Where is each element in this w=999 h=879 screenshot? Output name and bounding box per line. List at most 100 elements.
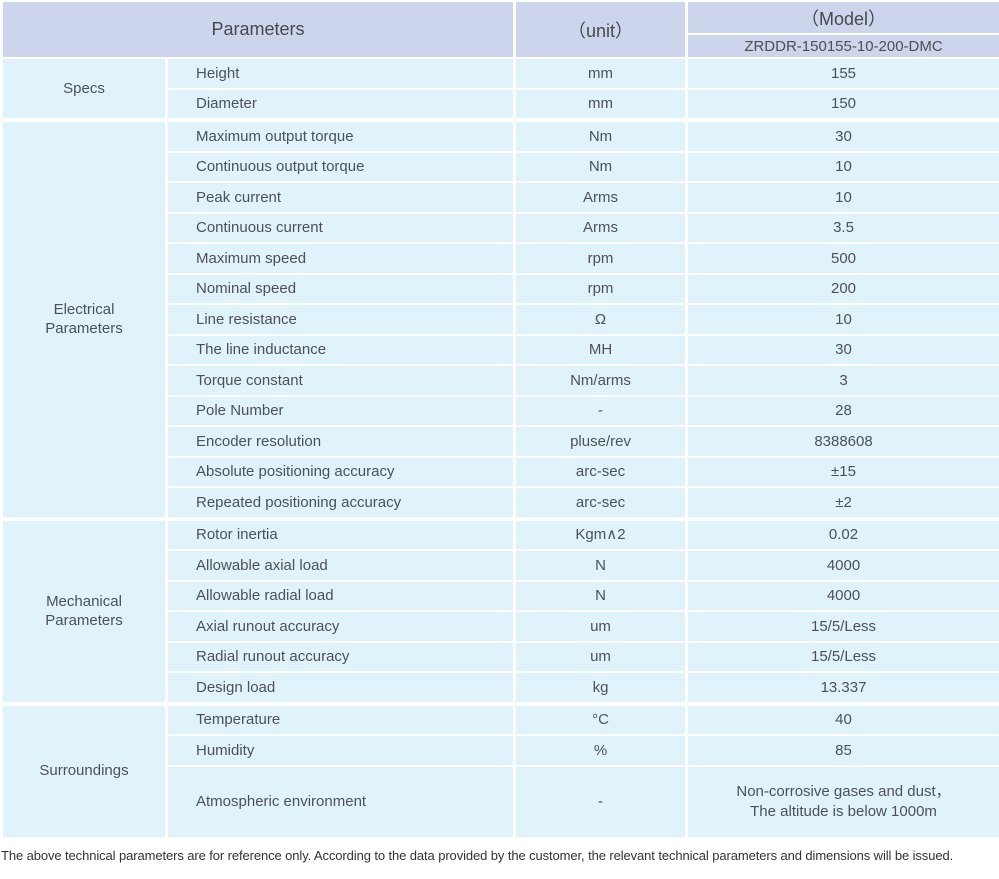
unit-cell: °C xyxy=(513,701,689,736)
param-cell: Allowable axial load xyxy=(164,549,517,582)
value-cell: 30 xyxy=(685,333,999,366)
value-cell: 10 xyxy=(685,150,999,183)
table-row: Design load kg 13.337 xyxy=(2,671,999,705)
unit-cell: um xyxy=(513,640,689,673)
value-cell: 3.5 xyxy=(685,211,999,244)
unit-cell: Arms xyxy=(513,211,689,244)
header-model: （Model） xyxy=(685,0,999,35)
unit-cell: arc-sec xyxy=(513,486,689,520)
unit-cell: MH xyxy=(513,333,689,366)
param-cell: The line inductance xyxy=(164,333,517,366)
value-cell: 155 xyxy=(685,57,999,90)
table-row: Encoder resolution pluse/rev 8388608 xyxy=(2,425,999,458)
param-cell: Design load xyxy=(164,671,517,705)
table-row: Line resistance Ω 10 xyxy=(2,303,999,336)
value-cell: 0.02 xyxy=(685,516,999,551)
parameters-table: Parameters （unit） （Model） ZRDDR-150155-1… xyxy=(0,0,999,839)
value-cell: 85 xyxy=(685,734,999,767)
value-cell: 4000 xyxy=(685,549,999,582)
value-cell: ±2 xyxy=(685,486,999,520)
param-cell: Encoder resolution xyxy=(164,425,517,458)
unit-cell: arc-sec xyxy=(513,455,689,488)
unit-cell: Kgm∧2 xyxy=(513,516,689,551)
unit-cell: N xyxy=(513,549,689,582)
value-cell: 28 xyxy=(685,394,999,427)
param-cell: Radial runout accuracy xyxy=(164,640,517,673)
group-cell: Specs xyxy=(0,57,168,121)
param-cell: Atmospheric environment xyxy=(164,764,517,839)
table-row: Continuous output torque Nm 10 xyxy=(2,150,999,183)
unit-cell: Ω xyxy=(513,303,689,336)
table-section: Electrical Parameters Maximum output torq… xyxy=(0,118,999,520)
unit-cell: kg xyxy=(513,671,689,705)
param-cell: Repeated positioning accuracy xyxy=(164,486,517,520)
table-row: Diameter mm 150 xyxy=(2,87,999,121)
unit-cell: mm xyxy=(513,57,689,90)
unit-cell: mm xyxy=(513,87,689,121)
param-cell: Maximum speed xyxy=(164,242,517,275)
value-cell: ±15 xyxy=(685,455,999,488)
param-cell: Temperature xyxy=(164,701,517,736)
value-cell: Non-corrosive gases and dust， The altitu… xyxy=(685,764,999,839)
table-row: Repeated positioning accuracy arc-sec ±2 xyxy=(2,486,999,520)
value-cell: 4000 xyxy=(685,579,999,612)
unit-cell: Nm/arms xyxy=(513,364,689,397)
value-cell: 15/5/Less xyxy=(685,640,999,673)
param-cell: Nominal speed xyxy=(164,272,517,305)
value-cell: 150 xyxy=(685,87,999,121)
unit-cell: Nm xyxy=(513,150,689,183)
param-cell: Absolute positioning accuracy xyxy=(164,455,517,488)
param-cell: Continuous current xyxy=(164,211,517,244)
unit-cell: N xyxy=(513,579,689,612)
param-cell: Maximum output torque xyxy=(164,118,517,153)
param-cell: Continuous output torque xyxy=(164,150,517,183)
unit-cell: - xyxy=(513,394,689,427)
table-row: Nominal speed rpm 200 xyxy=(2,272,999,305)
param-cell: Height xyxy=(164,57,517,90)
header-unit: （unit） xyxy=(513,0,689,59)
param-cell: Axial runout accuracy xyxy=(164,610,517,643)
param-cell: Torque constant xyxy=(164,364,517,397)
table-section: Mechanical Parameters Rotor inertia Kgm∧2 0… xyxy=(0,516,999,705)
header-row-1: Parameters （unit） （Model） xyxy=(0,0,999,59)
value-cell: 40 xyxy=(685,701,999,736)
table-row: Surroundings Temperature °C 40 xyxy=(0,701,999,839)
header-model-value: ZRDDR-150155-10-200-DMC xyxy=(685,33,999,59)
unit-cell: Arms xyxy=(513,181,689,214)
param-cell: Diameter xyxy=(164,87,517,121)
table-row: Electrical Parameters Maximum output torq… xyxy=(0,118,999,520)
unit-cell: - xyxy=(513,764,689,839)
param-cell: Rotor inertia xyxy=(164,516,517,551)
param-cell: Allowable radial load xyxy=(164,579,517,612)
table-header: Parameters （unit） （Model） ZRDDR-150155-1… xyxy=(0,0,999,59)
value-cell: 13.337 xyxy=(685,671,999,705)
value-cell: 15/5/Less xyxy=(685,610,999,643)
value-cell: 8388608 xyxy=(685,425,999,458)
table-section: Surroundings Temperature °C 40 Humidity% 85 At… xyxy=(0,701,999,839)
value-cell: 500 xyxy=(685,242,999,275)
param-cell: Line resistance xyxy=(164,303,517,336)
header-parameters: Parameters xyxy=(0,0,517,59)
table-row: Mechanical Parameters Rotor inertia Kgm∧2 0… xyxy=(0,516,999,705)
group-cell: Electrical Parameters xyxy=(0,118,168,520)
header-row-2: ZRDDR-150155-10-200-DMC xyxy=(2,33,999,59)
value-cell: 200 xyxy=(685,272,999,305)
value-cell: 10 xyxy=(685,181,999,214)
group-cell: Surroundings xyxy=(0,701,168,839)
unit-cell: Nm xyxy=(513,118,689,153)
value-cell: 30 xyxy=(685,118,999,153)
table-row: Absolute positioning accuracy arc-sec ±15 xyxy=(2,455,999,488)
unit-cell: pluse/rev xyxy=(513,425,689,458)
param-cell: Peak current xyxy=(164,181,517,214)
footer-note: The above technical parameters are for r… xyxy=(1,847,954,863)
table-section: Specs Height mm 155 Diameter mm 150 xyxy=(0,57,999,121)
param-cell: Pole Number xyxy=(164,394,517,427)
table-row: Axial runout accuracy um 15/5/Less xyxy=(2,610,999,643)
unit-cell: rpm xyxy=(513,272,689,305)
value-cell: 10 xyxy=(685,303,999,336)
unit-cell: um xyxy=(513,610,689,643)
table-row: Atmospheric environment - Non-corrosive ga… xyxy=(2,764,999,839)
table-row: Peak current Arms 10 xyxy=(2,181,999,214)
unit-cell: % xyxy=(513,734,689,767)
